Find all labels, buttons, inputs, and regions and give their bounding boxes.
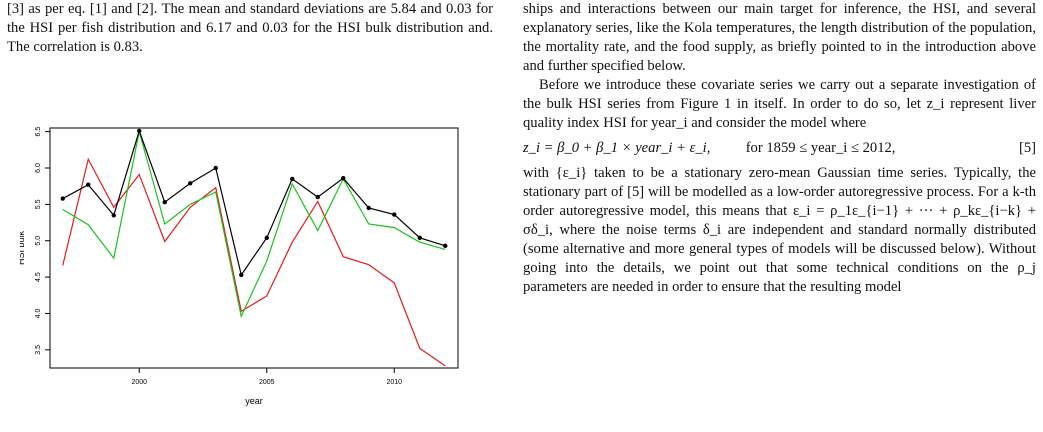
series-point-0 <box>315 194 320 200</box>
right-paragraph-2: Before we introduce these covariate seri… <box>523 77 1036 131</box>
series-point-0 <box>290 176 295 182</box>
series-point-0 <box>341 175 346 181</box>
series-point-0 <box>60 196 65 201</box>
series-point-0 <box>417 235 422 241</box>
series-point-0 <box>137 128 142 134</box>
equation-condition: for 1859 ≤ year_i ≤ 2012, <box>745 140 896 156</box>
left-paragraph: [3] as per eq. [1] and [2]. The mean and… <box>7 1 493 55</box>
y-tick-label: 6.0 <box>35 163 42 173</box>
x-tick-label: 2005 <box>259 379 275 386</box>
y-tick-label: 4.5 <box>35 272 42 282</box>
series-point-0 <box>188 181 193 186</box>
series-point-0 <box>86 182 91 187</box>
y-tick-label: 6.5 <box>35 127 42 137</box>
left-column: [3] as per eq. [1] and [2]. The mean and… <box>7 0 493 57</box>
right-paragraph-1: ships and interactions between our main … <box>523 1 1036 74</box>
series-line-1 <box>62 157 446 367</box>
equation-number: [5] <box>1018 140 1036 156</box>
equation-lhs: z_i = β_0 + β_1 × year_i + ε_i, <box>523 140 711 156</box>
equation-5: z_i = β_0 + β_1 × year_i + ε_i, for 1859… <box>523 139 1036 158</box>
y-tick-label: 4.0 <box>35 308 42 318</box>
series-point-0 <box>264 235 269 241</box>
series-point-0 <box>162 199 167 205</box>
series-point-0 <box>111 213 116 218</box>
series-point-0 <box>366 205 371 211</box>
plot-frame <box>49 127 459 369</box>
series-line-2 <box>62 131 446 319</box>
y-tick-label: 5.5 <box>35 199 42 209</box>
y-tick-label: 5.0 <box>35 236 42 246</box>
hsi-bulk-line-chart: 2000 2005 2010 3.5 4.0 4.5 5.0 5.5 6.0 6.5 year HSI… <box>20 127 459 406</box>
y-axis-label: HSI bulk <box>20 230 26 265</box>
series-line-0 <box>62 128 446 277</box>
right-paragraph-3: with {ε_i} taken to be a stationary zero… <box>523 165 1036 295</box>
series-point-0 <box>213 165 218 171</box>
series-point-0 <box>443 243 448 249</box>
series-point-0 <box>392 212 397 217</box>
x-tick-label: 2000 <box>131 379 147 386</box>
right-column: ships and interactions between our main … <box>523 0 1036 297</box>
series-point-0 <box>239 272 244 278</box>
x-axis-label: year <box>245 396 263 406</box>
x-tick-label: 2010 <box>386 379 402 386</box>
y-tick-label: 3.5 <box>35 345 42 355</box>
